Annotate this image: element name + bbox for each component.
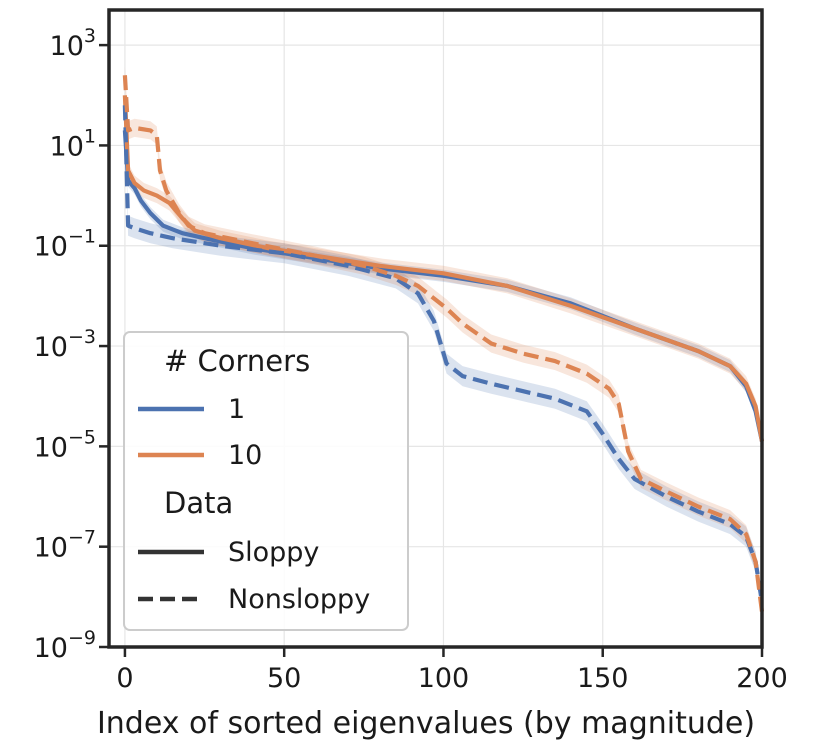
legend-style-title: Data [164,486,233,520]
y-tick-label: 103 [50,25,96,62]
legend-label-nonsloppy: Nonsloppy [228,584,370,615]
y-tick-label: 10−5 [34,426,96,463]
legend: # Corners 1 10 Data Sloppy Nonsloppy [123,331,409,631]
y-tick-label: 10−9 [34,627,96,664]
y-tick-label: 10−3 [34,326,96,363]
series-band [124,87,762,449]
series-lines [122,75,765,613]
x-tick-label: 50 [267,663,301,694]
series-line [122,75,765,613]
y-tick-label: 10−1 [34,226,96,263]
plot-frame [107,8,764,649]
x-tick-label: 100 [418,663,470,694]
legend-box [123,331,409,631]
legend-hue-title: # Corners [164,344,310,378]
series-line [122,105,765,603]
y-tick-label: 10−7 [34,527,96,564]
legend-label-sloppy: Sloppy [228,537,319,568]
x-tick-label: 200 [736,663,788,694]
legend-label-corners-10: 10 [228,440,262,471]
x-axis-label: Index of sorted eigenvalues (by magnitud… [97,706,755,741]
x-tick-label: 0 [116,663,133,694]
y-tick-label: 101 [50,125,96,162]
legend-label-corners-1: 1 [228,394,245,425]
x-tick-label: 150 [577,663,629,694]
